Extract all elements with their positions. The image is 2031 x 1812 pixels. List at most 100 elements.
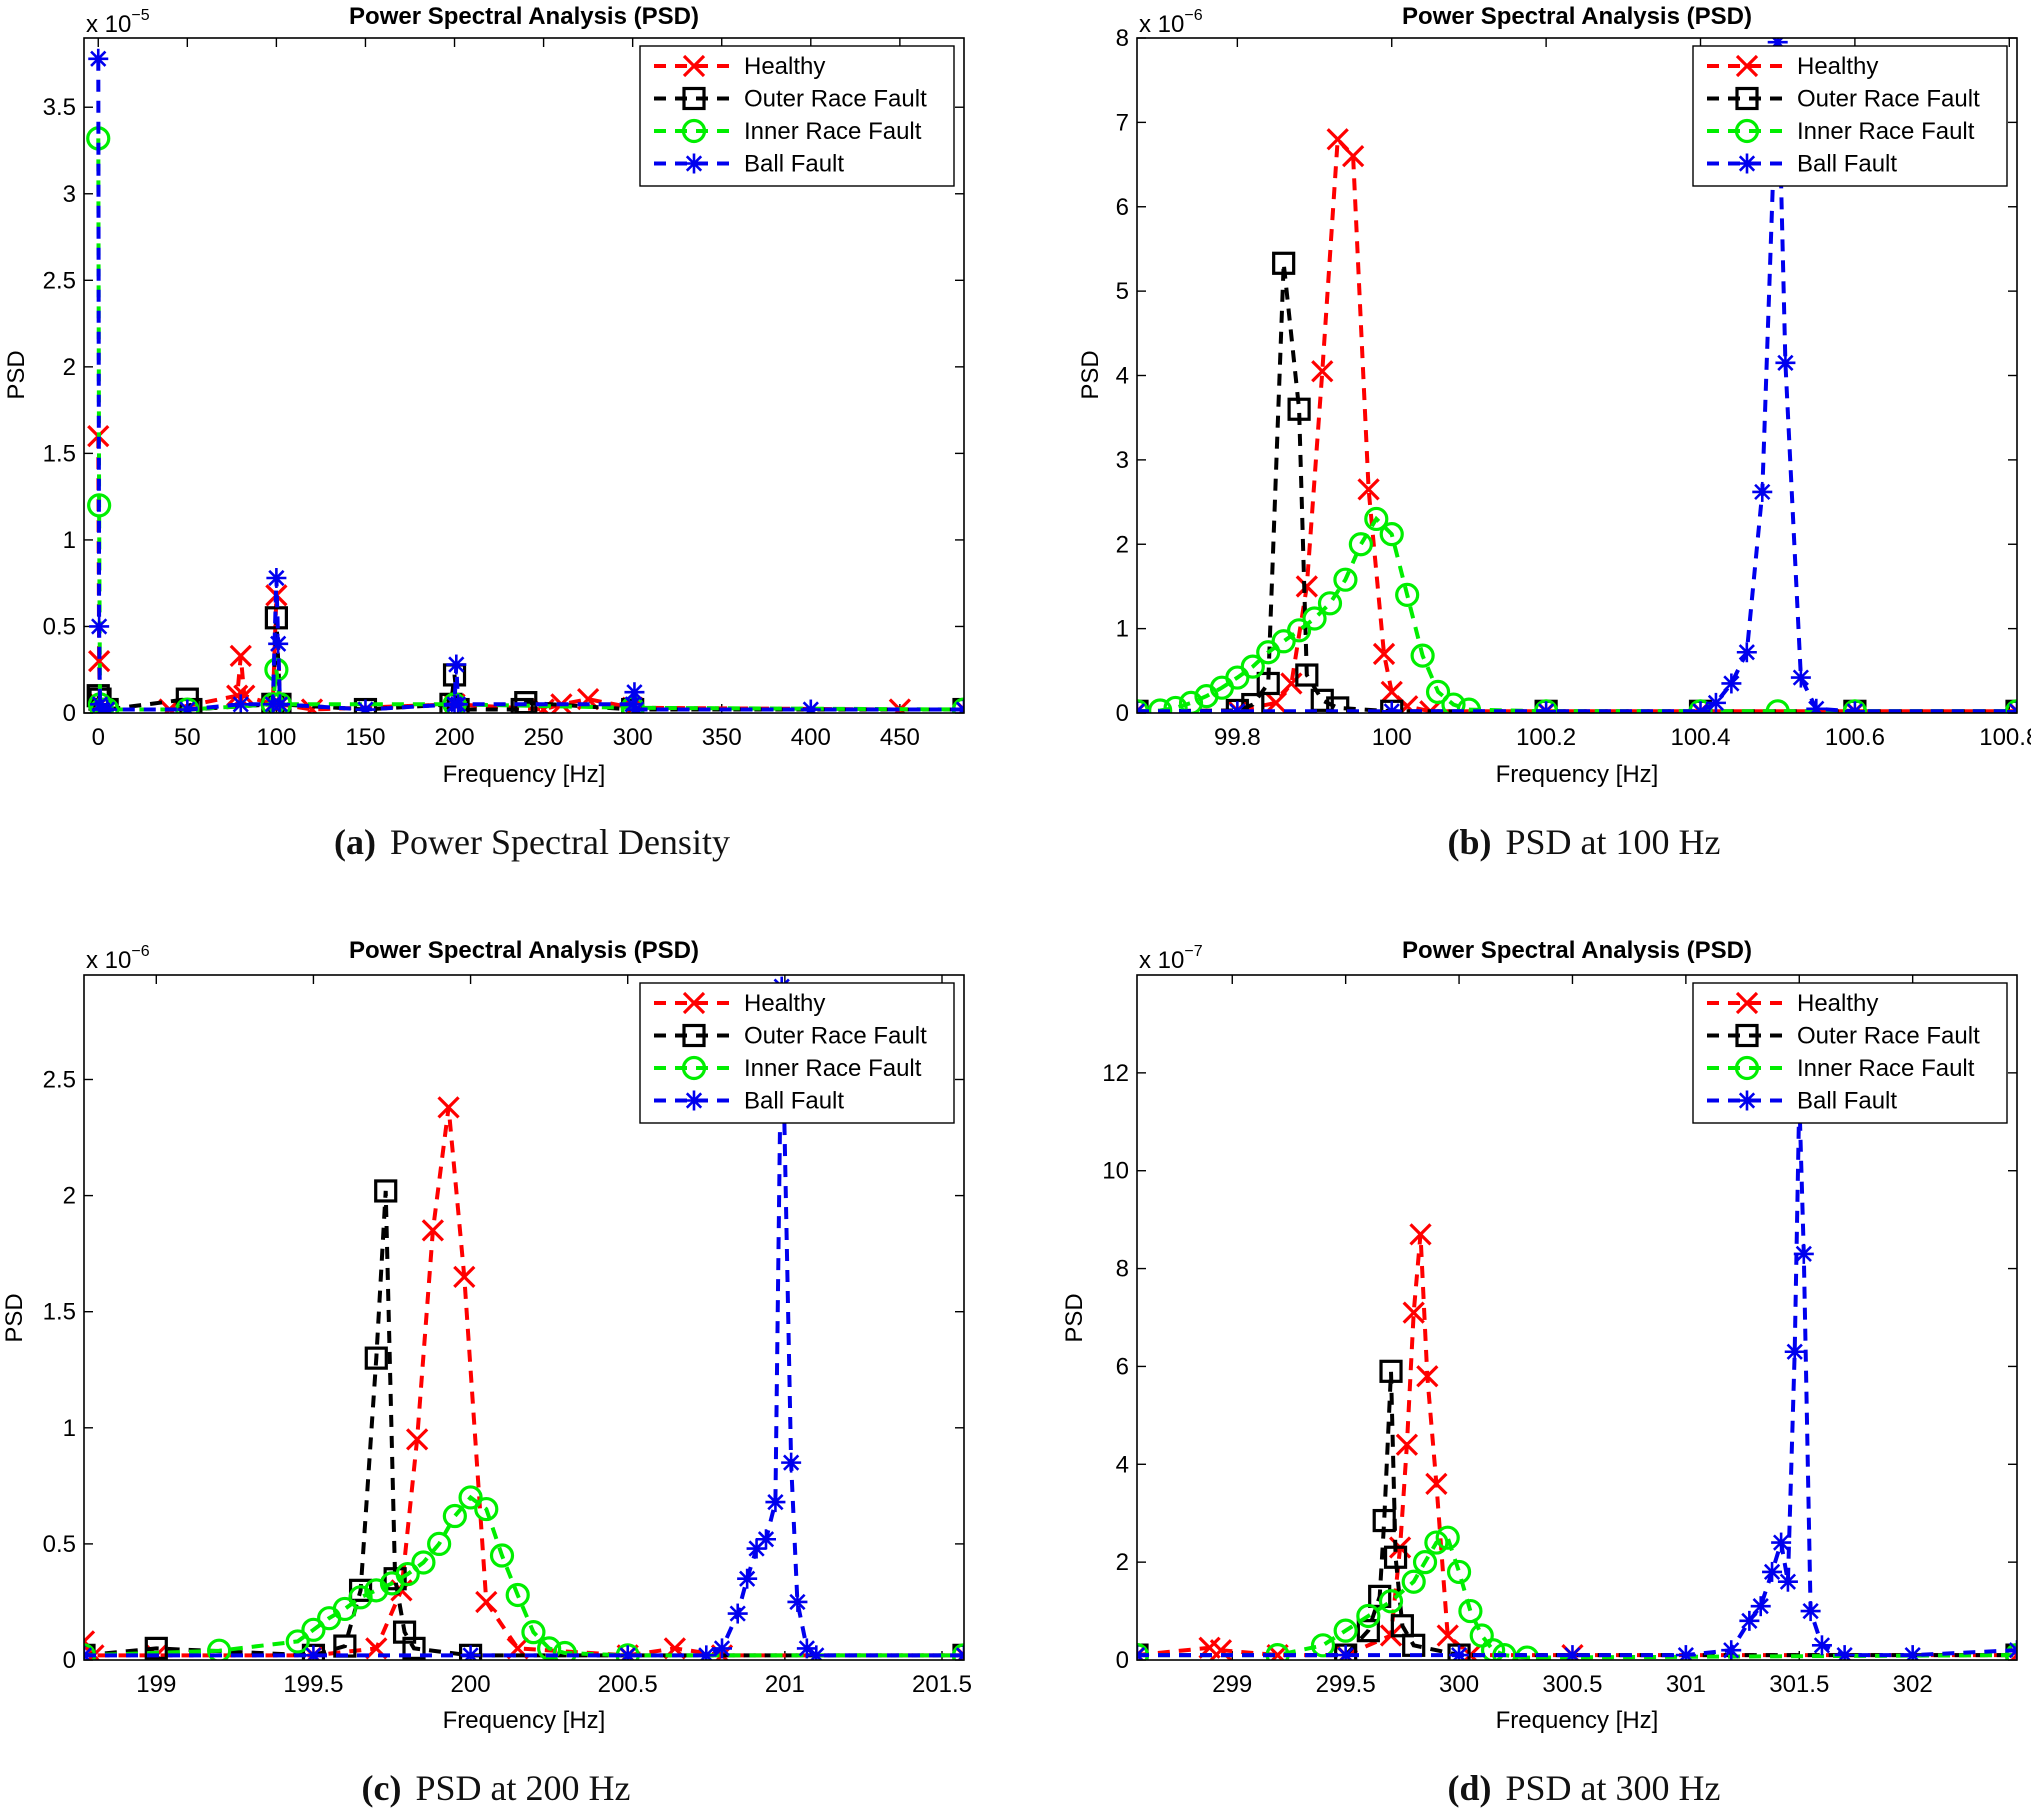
data-point <box>626 699 647 713</box>
y-tick-label: 8 <box>1116 25 1129 52</box>
y-axis-label: PSD <box>1 1293 28 1342</box>
y-tick-label: 3 <box>63 181 76 208</box>
y-tick-label: 12 <box>1102 1060 1129 1087</box>
data-point <box>177 699 198 713</box>
series-inner-race-fault <box>84 1485 964 1660</box>
y-tick-label: 0.5 <box>43 613 76 640</box>
y-multiplier-power: −5 <box>131 7 149 24</box>
legend-label: Ball Fault <box>1797 151 1897 178</box>
legend-marker <box>684 1090 704 1111</box>
data-point <box>1834 1645 1855 1660</box>
data-point <box>1441 692 1466 713</box>
data-point <box>1410 643 1435 668</box>
legend-item: Outer Race Fault <box>1707 86 1980 113</box>
data-point <box>521 1620 546 1645</box>
chart-title: Power Spectral Analysis (PSD) <box>349 3 699 30</box>
series-ball-fault <box>1137 1087 2017 1660</box>
legend-item: Outer Race Fault <box>654 86 927 113</box>
y-tick-label: 0.5 <box>43 1531 76 1558</box>
x-tick-label: 99.8 <box>1214 724 1261 751</box>
y-multiplier-power: −6 <box>131 943 149 960</box>
y-tick-label: 1.5 <box>43 1299 76 1326</box>
data-point <box>301 1617 326 1642</box>
legend-label: Ball Fault <box>744 151 844 178</box>
x-tick-label: 100.4 <box>1670 724 1730 751</box>
data-point <box>230 694 251 713</box>
data-point <box>1372 1508 1396 1533</box>
legend-label: Outer Race Fault <box>1797 1023 1980 1050</box>
data-point <box>1379 1359 1403 1383</box>
legend-label: Inner Race Fault <box>1797 118 1975 145</box>
data-point <box>505 1582 530 1608</box>
caption-label: (d) <box>1448 1768 1492 1808</box>
y-tick-label: 1 <box>63 1415 76 1442</box>
legend-marker <box>1737 1090 1757 1111</box>
legend-item: Ball Fault <box>1707 151 1897 178</box>
data-point <box>806 1645 827 1660</box>
y-tick-label: 0 <box>1116 700 1129 727</box>
data-point <box>712 1638 732 1659</box>
legend-label: Healthy <box>744 53 825 80</box>
data-point <box>364 1346 388 1370</box>
data-point <box>1793 1243 1814 1264</box>
series-line <box>1137 263 2017 713</box>
data-point <box>474 1496 499 1522</box>
data-point <box>1416 1365 1439 1388</box>
series-outer-race-fault <box>84 1179 964 1660</box>
data-point <box>303 1645 324 1660</box>
y-axis-label: PSD <box>1061 1293 1088 1342</box>
data-point <box>1777 1571 1798 1592</box>
data-point <box>1675 1645 1696 1660</box>
data-point <box>1721 1640 1742 1660</box>
x-tick-label: 100.6 <box>1825 724 1885 751</box>
x-tick-label: 200.5 <box>598 1671 658 1698</box>
caption-text: PSD at 200 Hz <box>415 1768 630 1808</box>
data-point <box>1356 1619 1380 1643</box>
x-tick-label: 300 <box>1439 1671 1479 1698</box>
data-point <box>264 657 289 682</box>
legend-marker <box>682 86 706 111</box>
data-point <box>460 1645 481 1660</box>
y-tick-label: 1.5 <box>43 440 76 467</box>
tick-labels: 99.8 100 100.2 100.4 100.6 100.8 0 1 2 3 4 5 6 7 8 <box>1116 25 2031 751</box>
y-tick-label: 4 <box>1116 1451 1129 1478</box>
data-point <box>406 1428 429 1451</box>
y-tick-label: 2 <box>63 1183 76 1210</box>
series-line <box>84 1190 964 1658</box>
data-point <box>87 493 112 518</box>
tick-labels: 0 50 100 150 200 250 300 350 400 450 0 0.5 1 1.5 2 2.5 3… <box>43 94 920 751</box>
legend-marker <box>681 1055 707 1081</box>
legend-label: Ball Fault <box>1797 1088 1897 1115</box>
caption-text: PSD at 300 Hz <box>1506 1768 1721 1808</box>
y-tick-label: 2 <box>63 354 76 381</box>
data-point <box>97 699 118 713</box>
x-tick-label: 250 <box>524 724 564 751</box>
data-point <box>537 1636 562 1660</box>
legend-marker <box>1734 118 1760 144</box>
data-point <box>1381 701 1402 713</box>
data-point <box>1333 567 1358 592</box>
series-outer-race-fault <box>1137 1359 2017 1660</box>
data-point <box>696 1645 717 1660</box>
legend-label: Outer Race Fault <box>744 86 927 113</box>
legend: Healthy Outer Race Fault Inner Race Fault B… <box>1692 45 2008 187</box>
data-point <box>781 1452 802 1473</box>
panel-b: Power Spectral Analysis (PSD) x 10−6 99.… <box>1077 3 2031 862</box>
data-point <box>1844 701 1865 713</box>
data-point <box>1458 1598 1483 1624</box>
data-point <box>458 1485 483 1510</box>
legend-item: Outer Race Fault <box>1707 1023 1980 1050</box>
plot-area <box>84 976 964 1660</box>
data-point <box>1227 701 1248 713</box>
data-point <box>88 48 109 69</box>
data-point <box>411 1550 436 1575</box>
y-multiplier-base: x 10 <box>86 11 131 38</box>
panel-d: Power Spectral Analysis (PSD) x 10−7 299… <box>1061 937 2018 1808</box>
data-point <box>1412 1550 1438 1575</box>
data-point <box>229 644 252 668</box>
y-multiplier-base: x 10 <box>1139 11 1184 38</box>
data-point <box>1721 673 1742 694</box>
data-point <box>1480 1638 1506 1660</box>
data-point <box>1271 629 1296 654</box>
axes-frame <box>1136 37 2018 714</box>
